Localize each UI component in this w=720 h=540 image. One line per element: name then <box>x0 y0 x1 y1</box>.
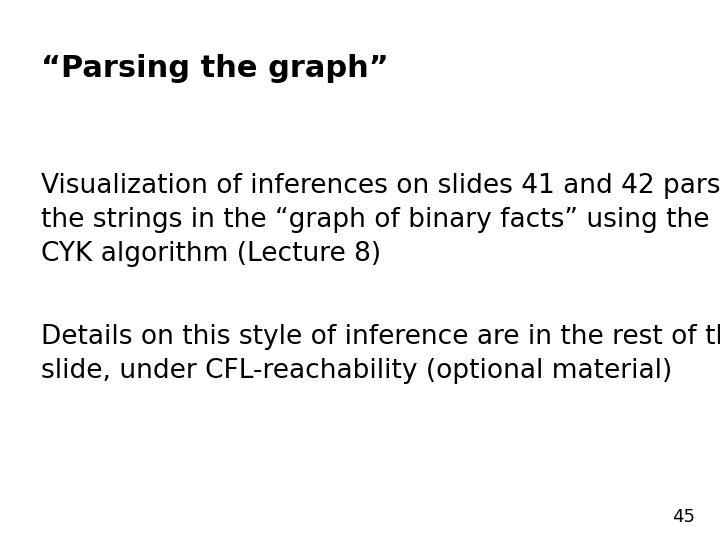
Text: Visualization of inferences on slides 41 and 42 parses
the strings in the “graph: Visualization of inferences on slides 41… <box>41 173 720 267</box>
Text: Details on this style of inference are in the rest of the
slide, under CFL-reach: Details on this style of inference are i… <box>41 324 720 384</box>
Text: “Parsing the graph”: “Parsing the graph” <box>41 54 389 83</box>
Text: 45: 45 <box>672 509 695 526</box>
